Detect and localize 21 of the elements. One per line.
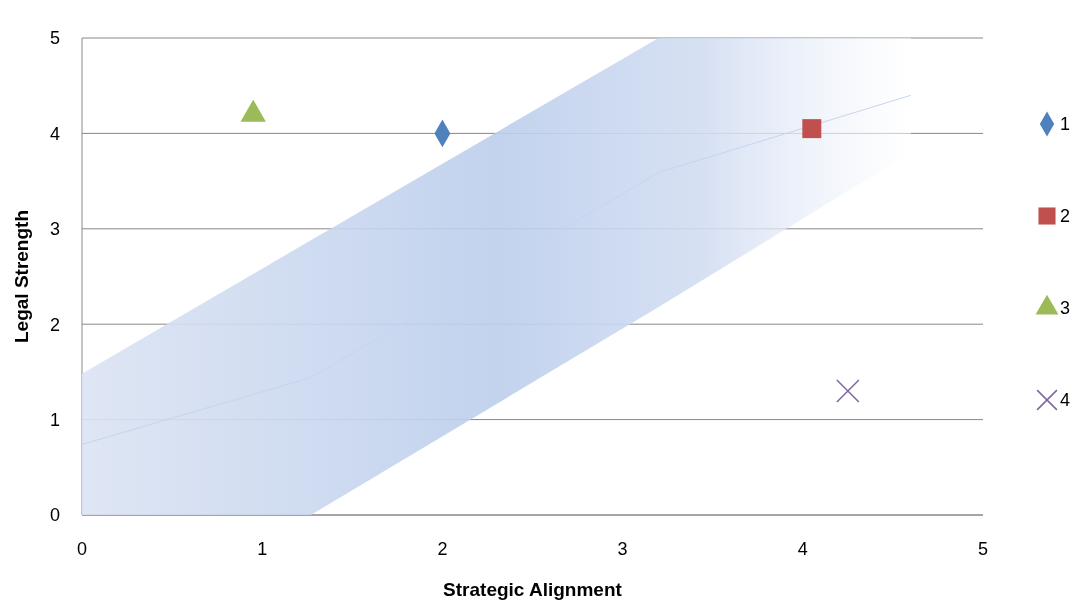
- legend-label: 3: [1060, 298, 1071, 319]
- line-series: [81, 94, 912, 445]
- point: [836, 379, 860, 403]
- y-axis-title: Legal Strength: [11, 209, 32, 344]
- x-tick-label: 3: [617, 539, 628, 559]
- x-tick-label: 1: [257, 539, 268, 559]
- x-tick-label: 2: [437, 539, 448, 559]
- y-tick-label: 1: [49, 409, 60, 430]
- legend-label: 2: [1060, 206, 1071, 227]
- x-tick-label: 0: [76, 539, 88, 559]
- y-tick-label: 4: [49, 123, 60, 144]
- x-tick-label: 5: [977, 539, 989, 559]
- legend-label: 4: [1060, 390, 1071, 411]
- x-tick-label: 4: [797, 539, 808, 559]
- x-axis-title: Strategic Alignment: [443, 579, 623, 600]
- y-tick-label: 0: [49, 505, 60, 526]
- point: [802, 119, 822, 139]
- y-tick-label: 5: [49, 28, 60, 49]
- legend-label: 1: [1060, 114, 1071, 135]
- y-tick-label: 3: [49, 219, 60, 240]
- y-tick-label: 2: [49, 314, 60, 335]
